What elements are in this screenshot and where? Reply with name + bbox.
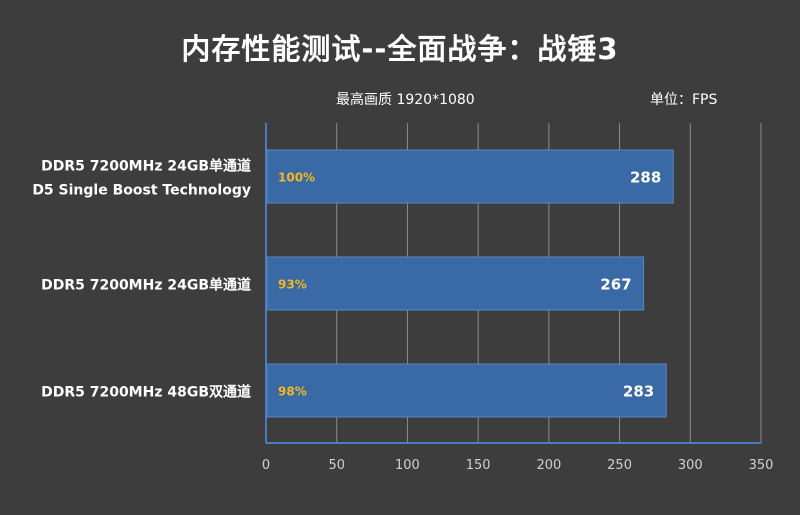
value-label: 267 [600, 276, 631, 294]
x-tick-label: 100 [395, 458, 420, 473]
category-label: DDR5 7200MHz 48GB双通道 [41, 384, 251, 401]
bar [266, 363, 667, 418]
category-label: DDR5 7200MHz 24GB单通道 [41, 158, 251, 175]
category-label: D5 Single Boost Technology [32, 183, 251, 199]
x-tick-label: 350 [749, 458, 774, 473]
percent-label: 98% [278, 385, 307, 399]
x-tick-label: 200 [536, 458, 561, 473]
percent-label: 93% [278, 278, 307, 292]
chart-subtitle: 最高画质 1920*1080 [336, 92, 475, 108]
percent-label: 100% [278, 171, 315, 185]
x-tick-label: 300 [678, 458, 703, 473]
unit-label: 单位：FPS [650, 92, 718, 108]
category-label: DDR5 7200MHz 24GB单通道 [41, 277, 251, 294]
chart-title: 内存性能测试--全面战争：战锤3 [181, 32, 619, 66]
x-tick-label: 50 [328, 458, 345, 473]
value-label: 283 [623, 383, 654, 401]
x-tick-label: 0 [262, 458, 270, 473]
x-tick-label: 150 [466, 458, 491, 473]
x-tick-label: 250 [607, 458, 632, 473]
value-label: 288 [630, 169, 661, 187]
bar [266, 149, 674, 204]
bar [266, 256, 645, 311]
